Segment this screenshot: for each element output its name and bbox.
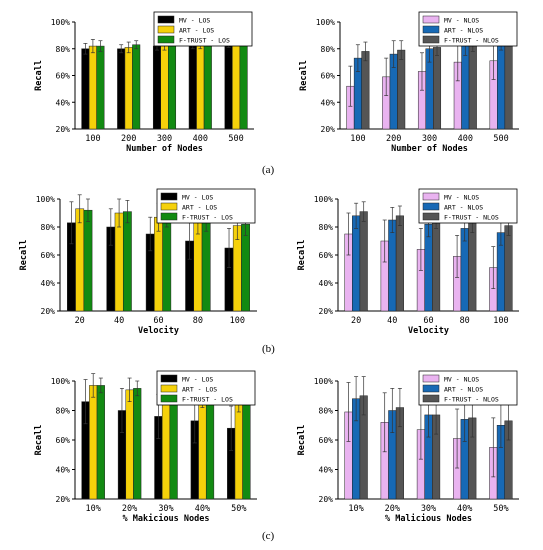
y-tick-label: 60% bbox=[56, 72, 71, 81]
x-tick-label: 200 bbox=[121, 134, 136, 144]
y-tick-label: 20% bbox=[56, 125, 71, 134]
bar bbox=[224, 43, 233, 130]
x-tick-label: 400 bbox=[193, 134, 208, 144]
bar bbox=[239, 37, 248, 130]
legend-label: F-TRUST - LOS bbox=[179, 37, 230, 45]
panel-label-b: (b) bbox=[262, 343, 275, 355]
bar bbox=[188, 44, 197, 130]
bar bbox=[132, 44, 141, 130]
bar bbox=[203, 41, 212, 130]
bar bbox=[124, 47, 133, 130]
y-axis-label: Recall bbox=[34, 60, 44, 91]
x-tick-label: 500 bbox=[228, 134, 243, 144]
legend-label: MV - LOS bbox=[179, 17, 210, 25]
x-tick-label: 100 bbox=[85, 134, 100, 144]
bar bbox=[196, 43, 205, 130]
bar bbox=[168, 41, 177, 130]
bar bbox=[160, 44, 169, 130]
legend-swatch bbox=[157, 25, 175, 34]
y-tick-label: 80% bbox=[56, 45, 71, 54]
legend-swatch bbox=[157, 35, 175, 44]
bar bbox=[152, 45, 161, 130]
y-tick-label: 100% bbox=[51, 18, 70, 27]
panel-label-c: (c) bbox=[262, 530, 275, 542]
x-axis-label: Number of Nodes bbox=[126, 144, 203, 154]
x-tick-label: 300 bbox=[157, 134, 172, 144]
bar bbox=[232, 39, 241, 130]
legend-label: ART - LOS bbox=[179, 27, 214, 35]
bar bbox=[81, 48, 90, 130]
panel-label-a: (a) bbox=[262, 164, 275, 176]
bar bbox=[88, 45, 97, 130]
y-tick-label: 40% bbox=[56, 98, 71, 107]
legend-swatch bbox=[157, 15, 175, 24]
bar bbox=[96, 45, 105, 130]
bar bbox=[117, 48, 126, 130]
